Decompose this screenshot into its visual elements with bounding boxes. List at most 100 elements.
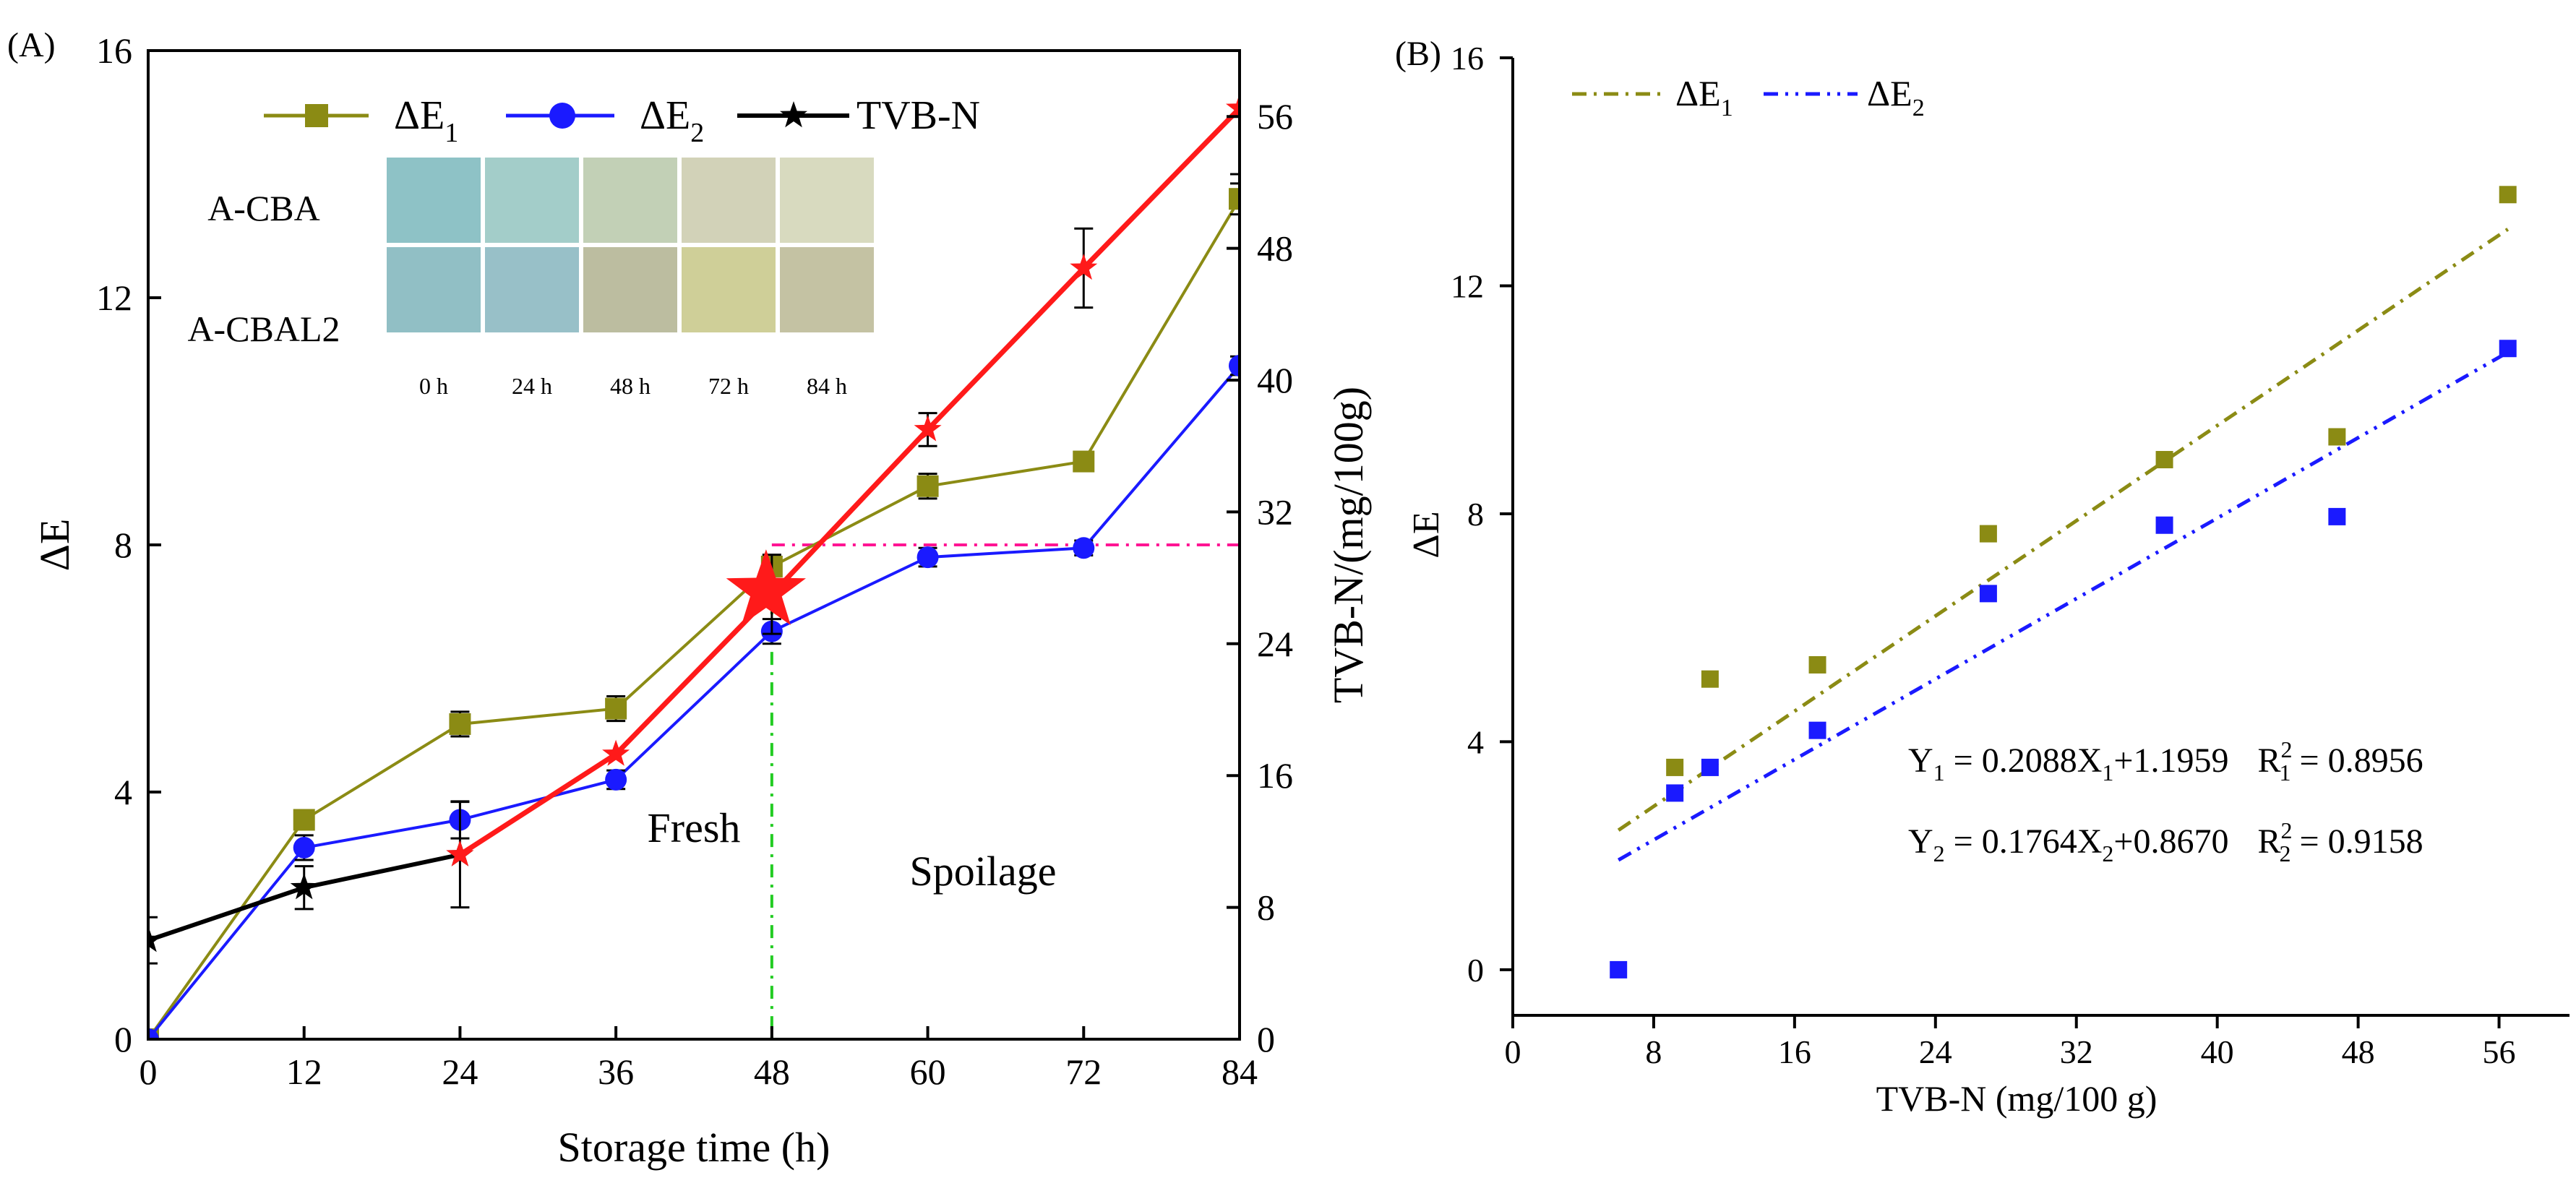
color-tile [387, 247, 481, 332]
data-point [916, 546, 939, 569]
x-tick-label-b: 56 [2483, 1033, 2516, 1070]
data-point [605, 768, 627, 791]
legend-marker-tvbn [780, 101, 807, 128]
color-tile [583, 158, 677, 243]
y2-tick-label-a: 24 [1257, 624, 1293, 664]
y-tick-label-b: 16 [1451, 40, 1484, 77]
scatter-point [1701, 758, 1719, 776]
color-tile [682, 247, 776, 332]
inset-column-label: 24 h [512, 373, 552, 399]
scatter-point [1979, 525, 1997, 543]
scatter-point [1666, 784, 1684, 802]
y-tick-label-b: 8 [1467, 496, 1484, 533]
y2-tick-label-a: 8 [1257, 887, 1275, 928]
data-point [148, 1028, 159, 1039]
x-tick-label-a: 48 [754, 1051, 790, 1092]
data-point [1073, 450, 1095, 473]
legend-label-de1: ΔE1 [394, 93, 458, 148]
y2-tick-label-a: 0 [1257, 1019, 1275, 1059]
y2-axis-label-a: TVB-N/(mg/100g) [1325, 387, 1372, 703]
panel-label-a: (A) [7, 26, 56, 64]
x-tick-label-b: 32 [2060, 1033, 2093, 1070]
data-point [290, 873, 318, 900]
color-tile [780, 247, 874, 332]
scatter-point [2155, 451, 2173, 469]
y-axis-label-b: ΔE [1406, 511, 1447, 558]
x-tick-label-a: 60 [910, 1051, 946, 1092]
y-tick-label-b: 4 [1467, 723, 1484, 760]
data-point [1229, 188, 1240, 210]
scatter-point [2499, 340, 2517, 358]
x-tick-label-a: 24 [442, 1051, 478, 1092]
legend-marker-de2 [549, 103, 575, 129]
fit-line [1617, 350, 2509, 862]
scatter-point [1979, 585, 1997, 603]
x-tick-label-a: 72 [1065, 1051, 1102, 1092]
y2-tick-label-a: 40 [1257, 360, 1293, 400]
x-tick-label-a: 12 [286, 1051, 322, 1092]
legend-b: ΔE1 ΔE2 [1572, 73, 1925, 121]
color-tile [485, 247, 579, 332]
y2-tick-label-a: 48 [1257, 228, 1293, 269]
annotation-fresh: Fresh [648, 804, 741, 851]
inset-row-label-a-cbal2: A-CBAL2 [187, 309, 340, 349]
x-axis-label-b: TVB-N (mg/100 g) [1876, 1078, 2158, 1119]
data-point [914, 415, 942, 442]
x-tick-label-b: 8 [1645, 1033, 1662, 1070]
scatter-series-1 [1610, 340, 2517, 978]
color-tile [780, 158, 874, 243]
x-tick-label-b: 16 [1778, 1033, 1811, 1070]
scatter-point [1808, 721, 1826, 739]
panel-label-b: (B) [1395, 35, 1441, 73]
scatter-point [1666, 758, 1684, 776]
color-tile [485, 158, 579, 243]
x-tick-label-b: 48 [2342, 1033, 2375, 1070]
x-tick-label-a: 0 [139, 1051, 158, 1092]
data-point [916, 475, 939, 497]
legend-label-de2: ΔE2 [640, 93, 704, 148]
color-tile [583, 247, 677, 332]
legend-marker-de1 [305, 104, 328, 127]
annotation-spoilage: Spoilage [910, 848, 1057, 895]
y-tick-label-b: 0 [1467, 952, 1484, 989]
y2-tick-label-a: 32 [1257, 491, 1293, 532]
data-point [1070, 254, 1098, 280]
y-tick-label-a: 8 [114, 525, 132, 565]
scatter-point [1808, 655, 1826, 674]
data-point [605, 697, 627, 720]
data-point [293, 836, 315, 859]
legend-label-b-de2: ΔE2 [1867, 73, 1925, 121]
y-tick-label-a: 4 [114, 772, 132, 812]
threshold-star-marker [726, 549, 806, 625]
inset-column-label: 72 h [708, 373, 749, 399]
legend-label-tvbn: TVB-N [856, 93, 980, 138]
legend-label-b-de1: ΔE1 [1675, 73, 1733, 121]
scatter-point [1701, 670, 1719, 688]
inset-column-label: 84 h [807, 373, 847, 399]
series-line [458, 106, 1240, 857]
scatter-point [2499, 186, 2517, 204]
y-tick-label-a: 0 [114, 1019, 132, 1059]
y-axis-label-a: ΔE [31, 519, 78, 572]
fit-equation-2: Y2 = 0.1764X2+0.8670 R2 2 = 0.9158 [1908, 817, 2423, 866]
fit-equation-1: Y1 = 0.2088X1+1.1959 R2 1 = 0.8956 [1908, 736, 2423, 786]
color-tile [387, 158, 481, 243]
scatter-point [2155, 516, 2173, 534]
legend-a: ΔE1 ΔE2 TVB-N [264, 93, 980, 148]
data-point [1073, 537, 1095, 559]
y2-tick-label-a: 56 [1257, 96, 1293, 137]
y-tick-label-a: 12 [96, 278, 132, 318]
fit-line [1617, 228, 2510, 832]
y2-tick-label-a: 16 [1257, 755, 1293, 796]
data-point [446, 840, 474, 866]
x-axis-label-a: Storage time (h) [558, 1124, 830, 1171]
x-tick-label-b: 40 [2201, 1033, 2234, 1070]
inset-column-label: 48 h [610, 373, 651, 399]
x-tick-label-a: 84 [1222, 1051, 1258, 1092]
x-tick-label-b: 24 [1919, 1033, 1952, 1070]
inset-column-label: 0 h [419, 373, 448, 399]
y-tick-label-a: 16 [96, 30, 132, 71]
y-tick-label-b: 12 [1451, 267, 1484, 304]
